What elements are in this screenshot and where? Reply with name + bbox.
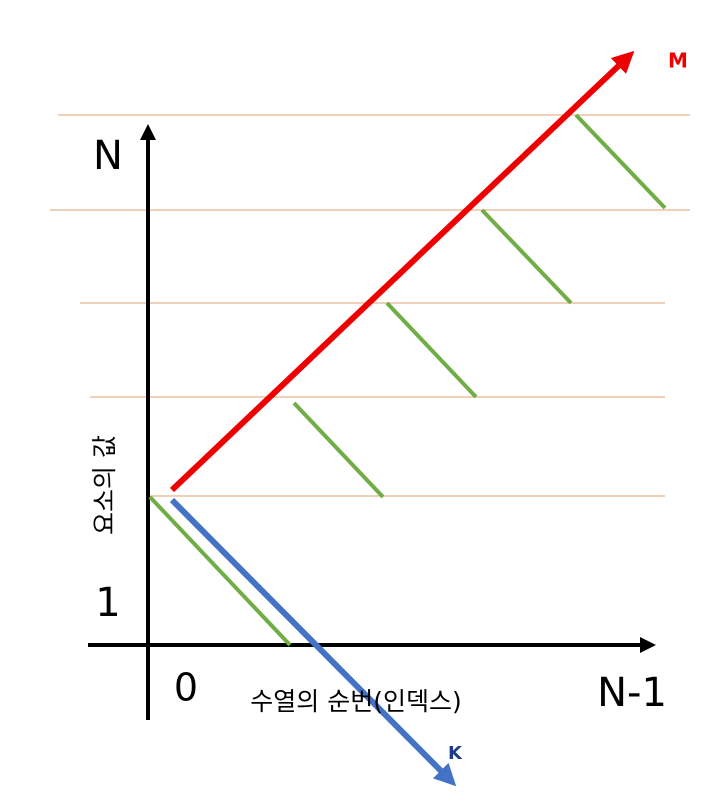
label-m: M [668,49,688,73]
label-one: 1 [95,580,120,626]
label-n: N [93,133,123,179]
green-segments [148,113,667,647]
label-zero: 0 [174,666,198,710]
x-axis-title: 수열의 순번(인덱스) [250,687,461,716]
label-n-minus-1: N-1 [597,670,667,716]
label-k: K [448,743,463,764]
line-k [169,497,457,787]
line-m [169,50,635,493]
y-axis-title: 요소의 값 [90,435,119,535]
